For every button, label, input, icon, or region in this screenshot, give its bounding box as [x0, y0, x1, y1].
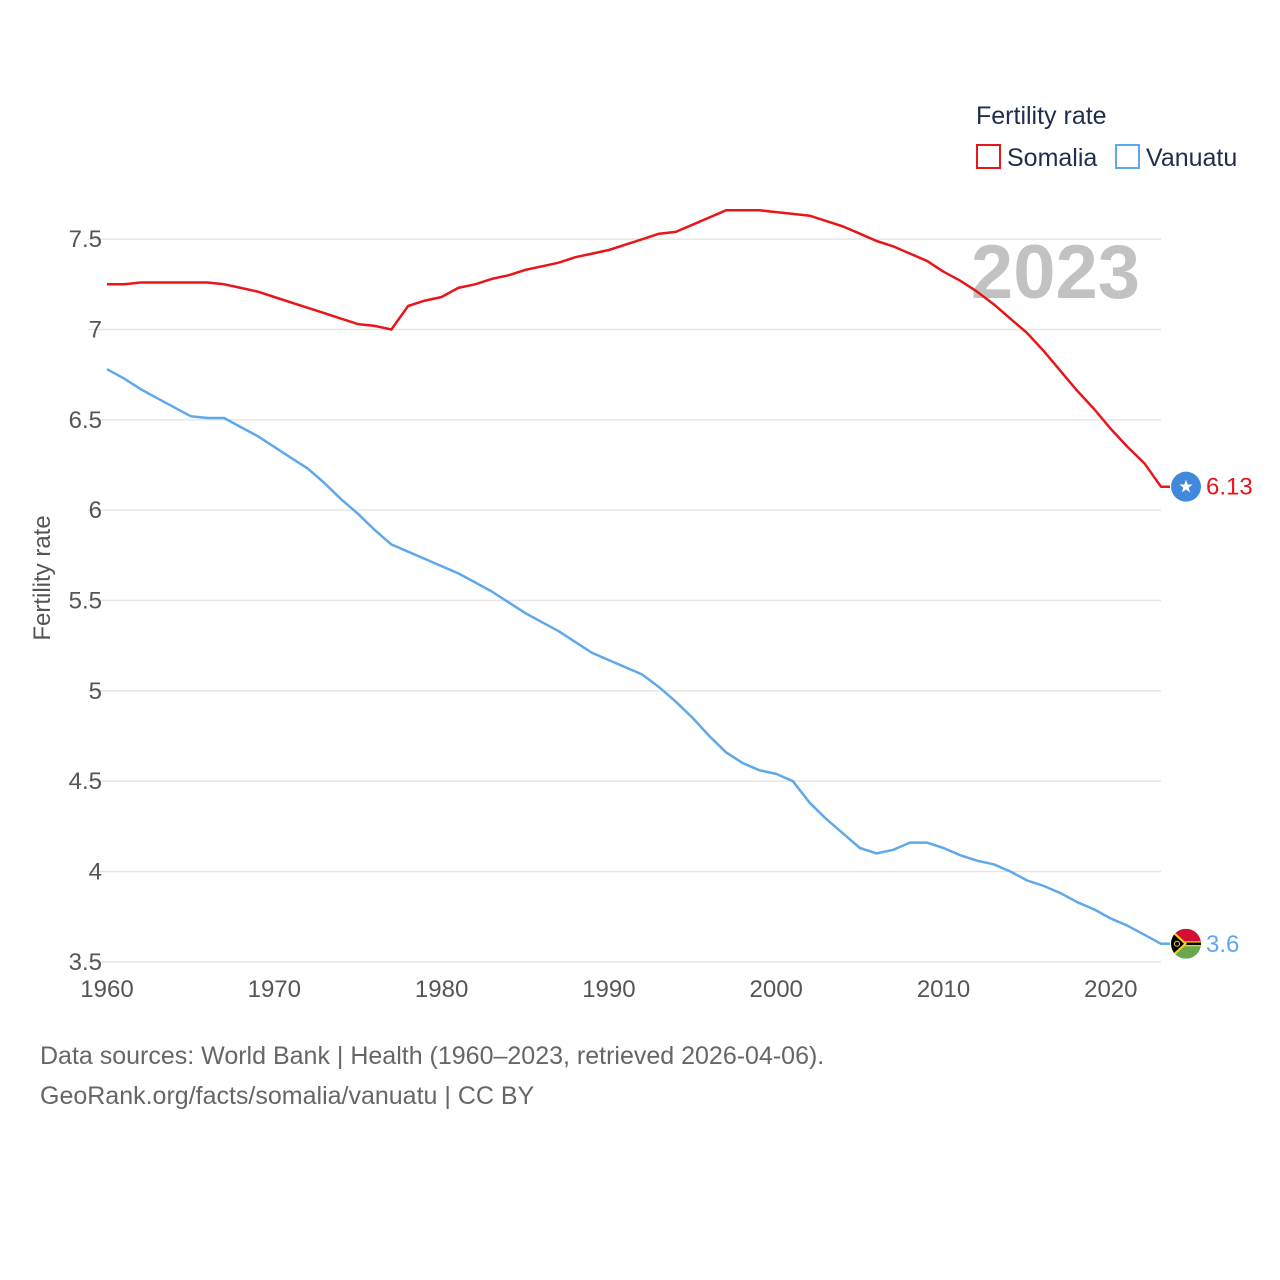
y-tick-label: 5.5	[69, 588, 102, 615]
series-line-vanuatu[interactable]	[106, 368, 1170, 946]
y-tick-label: 4	[89, 859, 102, 886]
y-axis-label: Fertility rate	[29, 515, 56, 640]
series-lines	[106, 209, 1170, 946]
x-tick-label: 1990	[582, 976, 635, 1003]
y-tick-label: 7.5	[69, 226, 102, 253]
x-tick-label: 1960	[80, 976, 133, 1003]
footer-sources: Data sources: World Bank | Health (1960–…	[40, 1042, 825, 1070]
y-tick-label: 4.5	[69, 768, 102, 795]
x-tick-label: 2000	[750, 976, 803, 1003]
y-tick-label: 3.5	[69, 949, 102, 976]
legend: Fertility rate Somalia Vanuatu	[976, 102, 1237, 172]
somalia-end-value: 6.13	[1206, 474, 1253, 501]
legend-title: Fertility rate	[976, 102, 1107, 130]
somalia-flag-icon	[1171, 471, 1201, 502]
somalia-end-marker: 6.13	[1171, 471, 1253, 502]
footer-link[interactable]: GeoRank.org/facts/somalia/vanuatu | CC B…	[40, 1082, 535, 1110]
legend-swatch-somalia[interactable]	[976, 144, 1001, 169]
x-tick-label: 1980	[415, 976, 468, 1003]
vanuatu-end-marker: 3.6	[1171, 928, 1239, 959]
y-tick-labels: 3.5 4 4.5 5 5.5 6 6.5 7 7.5	[69, 226, 102, 976]
current-year-label: 2023	[971, 230, 1140, 315]
y-tick-label: 6.5	[69, 407, 102, 434]
y-tick-label: 7	[89, 317, 102, 344]
y-tick-label: 6	[89, 497, 102, 524]
y-gridlines	[88, 238, 1161, 963]
x-tick-label: 2020	[1084, 976, 1137, 1003]
legend-label-somalia[interactable]: Somalia	[1007, 144, 1097, 172]
legend-swatch-vanuatu[interactable]	[1115, 144, 1140, 169]
series-line-somalia[interactable]	[107, 209, 1170, 488]
x-tick-labels: 1960 1970 1980 1990 2000 2010 2020	[80, 976, 1137, 1003]
x-tick-label: 2010	[917, 976, 970, 1003]
legend-label-vanuatu[interactable]: Vanuatu	[1146, 144, 1237, 172]
vanuatu-flag-icon	[1171, 928, 1201, 959]
vanuatu-end-value: 3.6	[1206, 931, 1239, 958]
x-tick-label: 1970	[248, 976, 301, 1003]
y-tick-label: 5	[89, 678, 102, 705]
